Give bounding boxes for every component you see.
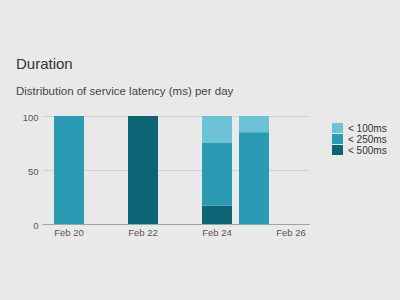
y-tick-label: 0 bbox=[33, 220, 38, 231]
x-tick-label: Feb 20 bbox=[54, 227, 84, 238]
legend-swatch bbox=[332, 145, 343, 155]
bar-segment bbox=[91, 224, 121, 225]
legend-swatch bbox=[332, 123, 343, 133]
y-tick-label: 50 bbox=[28, 166, 39, 177]
legend-swatch bbox=[332, 134, 343, 144]
bar-segment bbox=[54, 116, 84, 224]
bar-segment bbox=[54, 116, 84, 117]
bar-segment bbox=[276, 224, 306, 225]
bar-segment bbox=[165, 224, 195, 225]
grid-line bbox=[43, 224, 310, 225]
y-tick-label: 100 bbox=[23, 112, 39, 123]
x-axis bbox=[51, 224, 310, 225]
bar-segment bbox=[91, 224, 121, 225]
bar-segment bbox=[276, 224, 306, 225]
chart: Duration Distribution of service latency … bbox=[0, 0, 400, 300]
bar-segment bbox=[165, 224, 195, 225]
bar-segment bbox=[91, 224, 121, 225]
x-tick-label: Feb 22 bbox=[128, 227, 158, 238]
bar-segment bbox=[239, 132, 269, 224]
legend-label: < 500ms bbox=[348, 145, 387, 156]
title: Duration bbox=[16, 55, 73, 72]
x-tick-label: Feb 24 bbox=[202, 227, 232, 238]
legend-label: < 100ms bbox=[348, 123, 387, 134]
bar-segment bbox=[165, 224, 195, 225]
bar-segment bbox=[128, 116, 158, 117]
bar-segment bbox=[128, 116, 158, 224]
bar-segment bbox=[202, 206, 232, 224]
bar-segment bbox=[239, 116, 269, 132]
bar-segment bbox=[128, 116, 158, 117]
subtitle: Distribution of service latency (ms) per… bbox=[16, 85, 234, 97]
legend-label: < 250ms bbox=[348, 134, 387, 145]
bar-segment bbox=[202, 116, 232, 143]
x-tick-label: Feb 26 bbox=[276, 227, 306, 238]
bars bbox=[54, 116, 269, 224]
bar-segment bbox=[202, 143, 232, 206]
bar-segment bbox=[276, 224, 306, 225]
